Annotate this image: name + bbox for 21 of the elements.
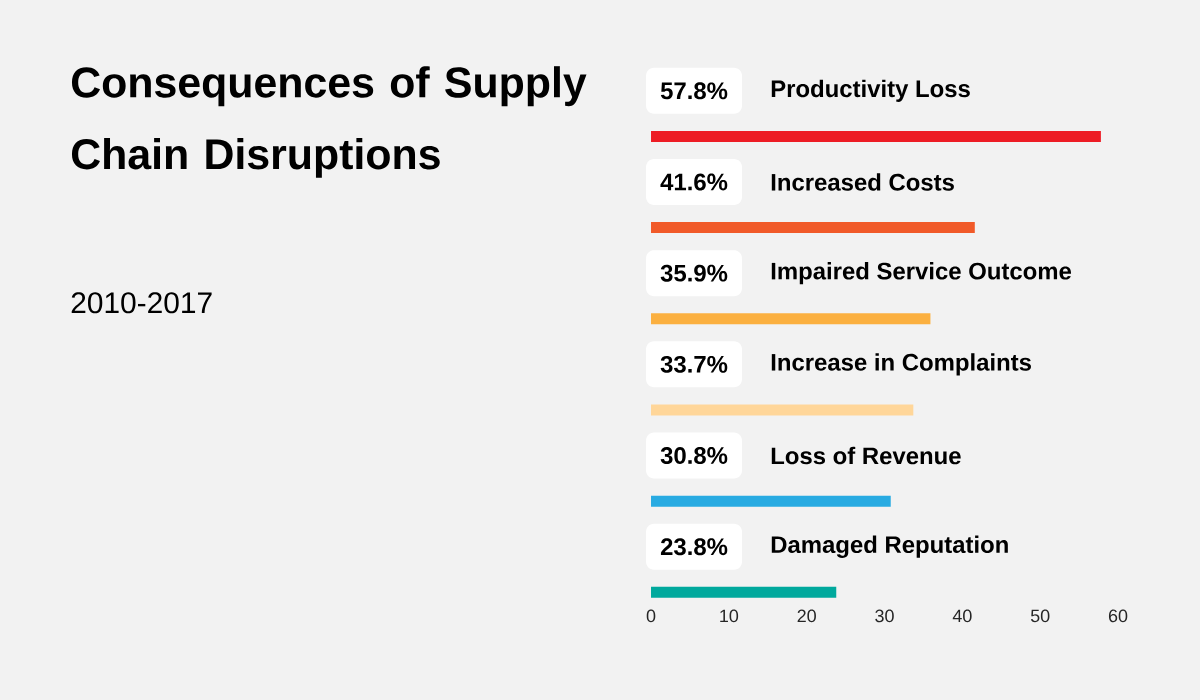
text: Consequences of Supply Chain Disruptions: [71, 66, 587, 178]
y-tick-label: Increase in Complaints: [771, 353, 1031, 376]
x-tick-label: 40: [952, 609, 972, 623]
y-tick-label: Damaged Reputation: [771, 535, 1008, 558]
data-label: 35.9%: [660, 264, 728, 282]
y-tick-label: Productivity Loss: [771, 79, 970, 102]
data-label: 57.8%: [660, 82, 728, 100]
x-tick-label: 30: [875, 609, 894, 623]
y-tick-label: Increased Costs: [771, 173, 954, 191]
x-tick-label: 0: [646, 609, 656, 623]
data-label: 41.6%: [660, 173, 728, 191]
data-label: 30.8%: [660, 447, 728, 465]
y-tick-label: Impaired Service Outcome: [771, 262, 1072, 285]
data-label: 33.7%: [660, 355, 728, 373]
data-label: 23.8%: [660, 538, 728, 556]
text: 2010-2017: [71, 292, 212, 314]
x-tick-label: 20: [797, 609, 816, 623]
x-tick-label: 10: [720, 609, 739, 623]
x-tick-label: 50: [1030, 609, 1050, 623]
y-tick-label: Loss of Revenue: [771, 446, 961, 465]
x-tick-label: 60: [1108, 609, 1128, 623]
